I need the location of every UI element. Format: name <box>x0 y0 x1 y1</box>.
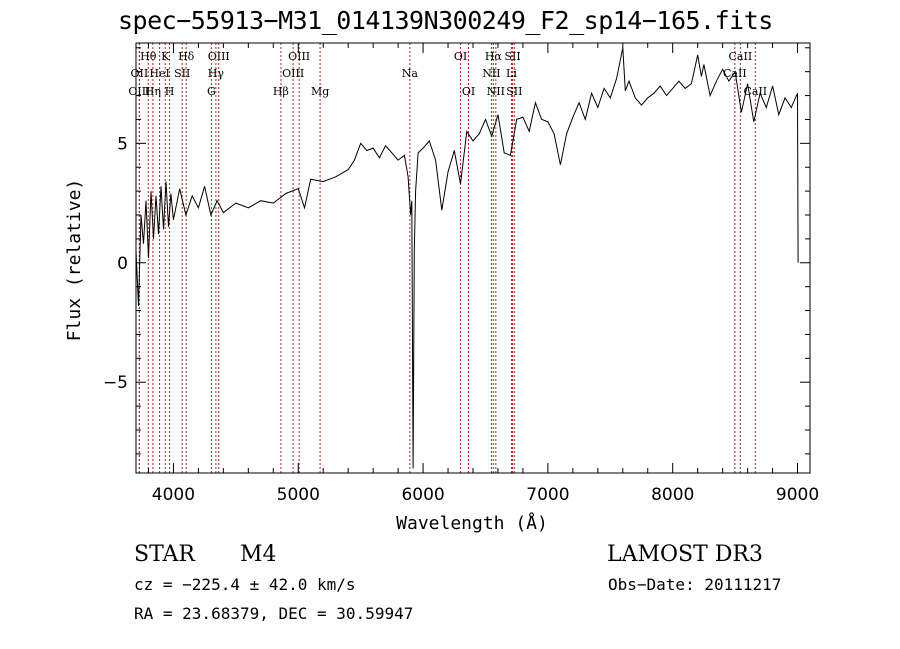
spectral-line-label: Mg <box>311 85 329 98</box>
object-class: STAR <box>134 542 195 567</box>
spectral-line-label: K <box>161 50 170 63</box>
spectral-line-label: SII <box>506 85 522 98</box>
survey-name: LAMOST DR3 <box>607 542 763 567</box>
spectral-line-label: Hδ <box>178 50 195 63</box>
x-tick-label: 5000 <box>277 485 320 505</box>
y-axis-label: Flux (relative) <box>64 179 85 342</box>
x-tick-label: 7000 <box>526 485 569 505</box>
spectral-line-label: OI <box>462 85 475 98</box>
spectral-line-label: HeI <box>149 67 169 80</box>
axis-ticks: 4000 5000 6000 7000 8000 9000 −5 0 5 <box>103 43 819 505</box>
spectral-line-label: Hα <box>485 50 503 63</box>
spectral-line-label: Hη <box>145 85 161 98</box>
coordinates: RA = 23.68379, DEC = 30.59947 <box>134 604 414 623</box>
chart-title: spec−55913−M31_014139N300249_F2_sp14−165… <box>118 6 773 35</box>
y-tick-label: 0 <box>117 254 128 274</box>
spectral-line-label: Hθ <box>140 50 157 63</box>
spectral-line-label: G <box>207 85 216 98</box>
spectral-line-label: Hγ <box>208 67 225 80</box>
x-tick-label: 8000 <box>651 485 694 505</box>
observation-date: Obs−Date: 20111217 <box>608 575 782 594</box>
x-tick-label: 9000 <box>776 485 819 505</box>
spectral-line-label: CaII <box>723 67 747 80</box>
spectral-line-label: H <box>165 85 175 98</box>
spectral-line-label: OIII <box>288 50 310 63</box>
object-subclass: M4 <box>240 542 277 567</box>
spectral-line-label: Na <box>402 67 419 80</box>
spectral-line-label: Hβ <box>273 85 289 98</box>
spectral-line-label: NII <box>482 67 500 80</box>
spectral-line-label: OI <box>454 50 467 63</box>
redshift-cz: cz = −225.4 ± 42.0 km/s <box>134 575 356 594</box>
spectral-line-label: OII <box>131 67 149 80</box>
spectral-line-label: OIII <box>128 85 150 98</box>
x-tick-label: 6000 <box>401 485 444 505</box>
spectral-line-label: OIII <box>282 67 304 80</box>
plot-frame <box>135 42 811 474</box>
spectral-line-label: NII <box>487 85 505 98</box>
spectral-line-labels: Hθ OII OIII K HeI Hη H Hδ SII OIII Hγ G OIII OIII Hβ Mg… <box>128 50 767 98</box>
spectral-line-label: SII <box>504 50 520 63</box>
spectral-line-label: SII <box>174 67 190 80</box>
flux-series-line <box>135 47 799 469</box>
y-tick-label: 5 <box>117 134 128 154</box>
spectral-line-label: CaII <box>729 50 753 63</box>
x-axis-label: Wavelength (Å) <box>396 512 548 534</box>
y-tick-label: −5 <box>103 373 128 393</box>
spectral-line-label: Li <box>506 67 517 80</box>
spectral-line-markers <box>138 43 756 473</box>
x-tick-label: 4000 <box>152 485 195 505</box>
spectral-line-label: OIII <box>208 50 230 63</box>
